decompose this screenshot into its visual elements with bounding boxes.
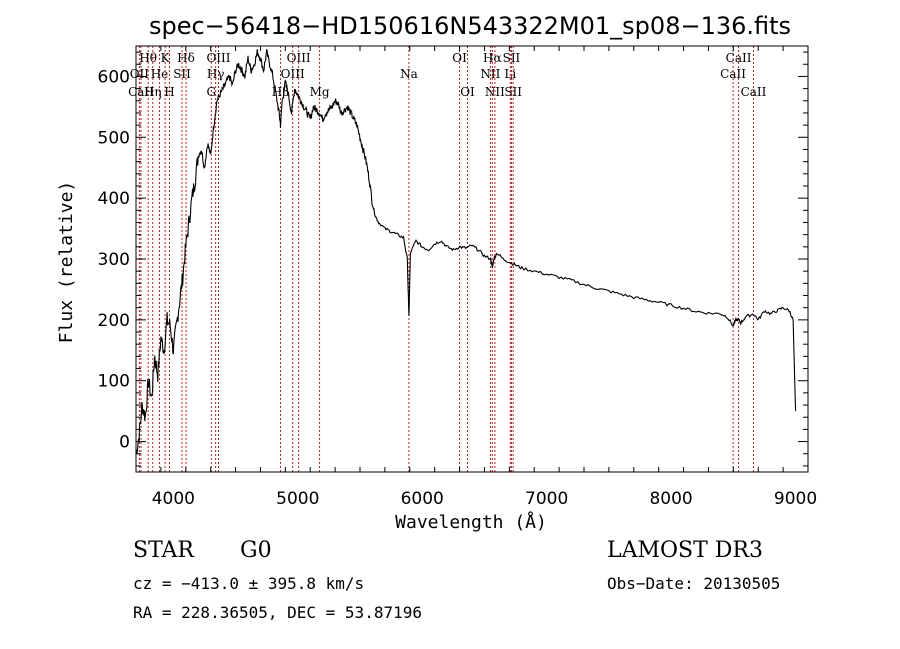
spectrum-chart: spec−56418−HD150616N543322M01_sp08−136.f… [56,12,817,533]
line-label-5: K [161,51,171,65]
x-tick-label: 6000 [401,489,444,509]
line-label-18: OI [460,85,475,99]
y-tick-label: 400 [98,189,130,209]
object-class: STAR [133,538,194,563]
object-subclass: G0 [240,538,272,563]
x-axis-label: Wavelength (Å) [395,511,547,533]
line-label-16: Na [400,67,418,81]
line-label-10: Hγ [207,67,225,81]
line-label-19: Hα [483,51,502,65]
line-label-20: NII [480,67,500,81]
x-tick-label: 7000 [525,489,568,509]
line-label-11: G [206,85,216,99]
plot-frame [135,45,809,473]
observation-date: Obs−Date: 20130505 [607,574,781,593]
coordinates: RA = 228.36505, DEC = 53.87196 [133,603,422,622]
x-tick-label: 5000 [276,489,319,509]
spectrum-line [135,49,797,455]
line-label-25: CaII [720,67,746,81]
x-tick-label: 9000 [774,489,817,509]
line-label-26: CaII [726,51,752,65]
x-tick-label: 8000 [649,489,692,509]
line-label-8: Hδ [177,51,195,65]
survey-name: LAMOST DR3 [607,538,763,563]
line-label-9: OIII [206,51,230,65]
y-tick-label: 200 [98,311,130,331]
line-label-15: Mg [310,85,330,99]
y-tick-label: 300 [98,250,130,270]
x-axis: 4000 5000 6000 7000 8000 9000 [135,46,817,509]
x-tick-label: 4000 [152,489,195,509]
line-label-13: OIII [281,67,305,81]
line-label-14: OIII [287,51,311,65]
y-tick-label: 600 [98,67,130,87]
line-label-4: He [151,67,169,81]
line-label-6: SII [173,67,191,81]
line-markers [138,46,754,472]
redshift-velocity: cz = −413.0 ± 395.8 km/s [133,574,365,593]
line-label-21: NII [485,85,505,99]
line-label-23: Li [504,67,516,81]
line-label-1: OII [130,67,150,81]
y-axis: 0 100 200 300 400 500 600 [98,51,808,467]
y-tick-label: 100 [98,372,130,392]
line-label-3: Hη [144,85,162,99]
line-label-22: SII [503,51,521,65]
line-label-7: H [164,85,174,99]
line-label-2: CaII [128,85,154,99]
line-label-27: CaII [741,85,767,99]
y-tick-label: 0 [119,433,130,453]
chart-title: spec−56418−HD150616N543322M01_sp08−136.f… [149,12,791,40]
line-label-24: SII [504,85,522,99]
line-label-0: Hθ [139,51,157,65]
y-tick-label: 500 [98,128,130,148]
line-label-17: OI [452,51,467,65]
y-axis-label: Flux (relative) [56,181,77,344]
